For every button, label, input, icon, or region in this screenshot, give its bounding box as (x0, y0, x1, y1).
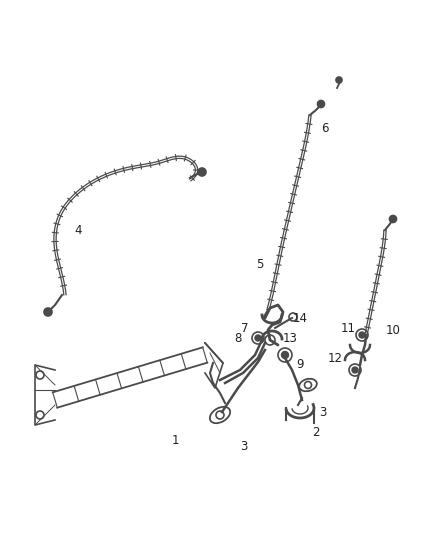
Text: 6: 6 (321, 122, 329, 134)
Text: 7: 7 (241, 321, 249, 335)
Text: 13: 13 (283, 332, 297, 344)
Circle shape (389, 215, 396, 222)
Circle shape (359, 332, 365, 338)
Text: 8: 8 (234, 332, 242, 344)
Text: 3: 3 (240, 440, 247, 454)
Circle shape (318, 101, 325, 108)
Circle shape (336, 77, 342, 83)
Circle shape (352, 367, 358, 373)
Text: 10: 10 (385, 324, 400, 336)
Circle shape (255, 335, 261, 341)
Text: 2: 2 (312, 425, 320, 439)
Text: 1: 1 (171, 433, 179, 447)
Text: 14: 14 (293, 311, 307, 325)
Text: 11: 11 (340, 321, 356, 335)
Text: 12: 12 (328, 351, 343, 365)
Text: 9: 9 (296, 359, 304, 372)
Text: 3: 3 (319, 406, 327, 418)
Circle shape (282, 351, 289, 359)
Text: 5: 5 (256, 259, 264, 271)
Text: 4: 4 (74, 223, 82, 237)
Circle shape (198, 168, 206, 176)
Circle shape (44, 308, 52, 316)
